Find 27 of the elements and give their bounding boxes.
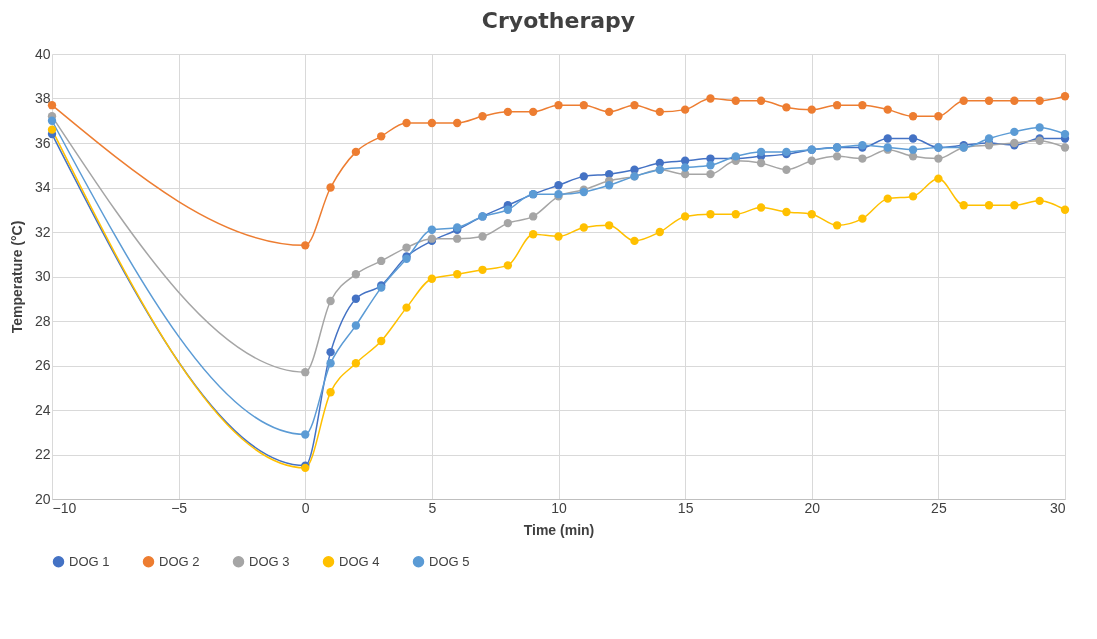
x-tick-label: 25 [931, 499, 947, 516]
y-tick-label: 30 [34, 268, 51, 284]
legend-label: DOG 1 [69, 553, 110, 569]
y-tick-label: 36 [34, 134, 51, 151]
y-tick-label: 22 [34, 446, 51, 462]
x-tick-label: 5 [428, 499, 437, 516]
y-tick-label: 40 [34, 45, 51, 62]
y-tick-label: 24 [34, 401, 51, 418]
legend-label: DOG 2 [159, 553, 200, 569]
legend-label: DOG 4 [339, 553, 380, 569]
y-tick-label: 38 [34, 90, 51, 106]
x-tick-label: −10 [52, 499, 77, 516]
y-axis-title: Temperature (°C) [8, 220, 25, 334]
x-tick-label: 30 [1049, 499, 1066, 516]
x-tick-label: 0 [301, 499, 310, 516]
x-tick-label: −5 [171, 499, 188, 516]
x-tick-label: 10 [551, 499, 567, 516]
x-tick-label: 15 [677, 499, 694, 516]
y-tick-label: 34 [34, 179, 51, 195]
legend-label: DOG 3 [249, 553, 290, 569]
x-axis-title: Time (min) [523, 521, 595, 538]
legend-label: DOG 5 [429, 553, 470, 569]
y-tick-label: 32 [34, 223, 51, 240]
x-tick-label: 20 [804, 499, 821, 516]
chart-title: Cryotherapy [481, 8, 636, 33]
y-tick-label: 26 [34, 357, 51, 373]
y-tick-label: 28 [34, 312, 51, 329]
